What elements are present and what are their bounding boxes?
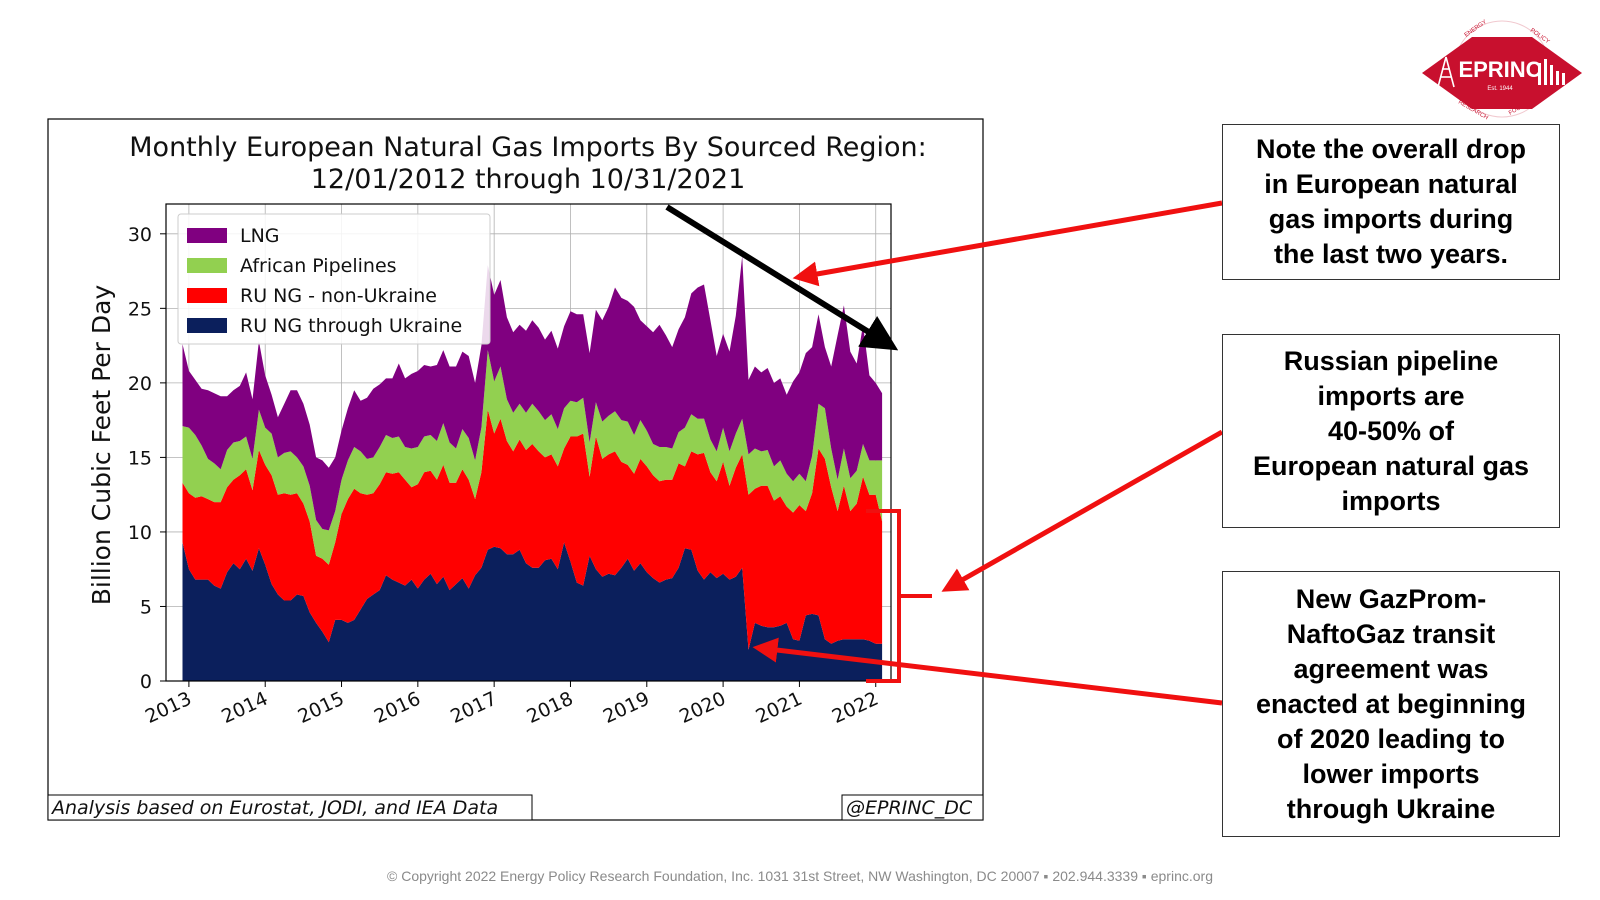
y-tick-label: 0 bbox=[140, 671, 152, 693]
note-line: of 2020 leading to bbox=[1276, 723, 1506, 754]
note-line: 40-50% of bbox=[1327, 415, 1455, 446]
legend-swatch bbox=[187, 258, 227, 273]
note-line: the last two years. bbox=[1273, 239, 1509, 269]
y-axis-label: Billion Cubic Feet Per Day bbox=[87, 285, 116, 606]
legend-label: LNG bbox=[240, 225, 280, 247]
logo-est: Est. 1944 bbox=[1487, 86, 1513, 92]
handle-box bbox=[841, 794, 984, 821]
area-lng bbox=[182, 256, 883, 531]
transit-agreement-arrow bbox=[752, 637, 1223, 706]
note-line: enacted at beginning bbox=[1255, 688, 1527, 719]
eprinc-logo: ENERGY POLICY RESEARCH FOUNDATION INC. E… bbox=[1422, 19, 1582, 121]
legend-swatch bbox=[187, 228, 227, 243]
note-line: imports bbox=[1341, 485, 1441, 516]
y-tick-label: 25 bbox=[128, 298, 152, 320]
note-line: European natural gas bbox=[1252, 450, 1530, 481]
area-ru-ng-through-ukraine bbox=[182, 542, 883, 681]
note-line: in European natural bbox=[1264, 169, 1518, 199]
note-transit-agreement: New GazProm- NaftoGaz transit agreement … bbox=[1222, 571, 1560, 837]
y-tick-label: 15 bbox=[128, 447, 152, 469]
legend-label: African Pipelines bbox=[240, 255, 397, 277]
note-line: imports are bbox=[1317, 380, 1465, 411]
y-tick-label: 5 bbox=[140, 596, 152, 618]
logo-diamond bbox=[1422, 37, 1582, 109]
note-line: gas imports during bbox=[1268, 204, 1514, 234]
note-line: Russian pipeline bbox=[1283, 345, 1499, 376]
legend-label: RU NG through Ukraine bbox=[240, 315, 462, 337]
logo-wordmark: EPRINC bbox=[1458, 57, 1541, 82]
chart-title-line-2: 12/01/2012 through 10/31/2021 bbox=[311, 164, 746, 195]
source-note-box bbox=[47, 794, 533, 821]
note-line: through Ukraine bbox=[1286, 793, 1496, 824]
area-ru-ng-non-ukraine bbox=[182, 409, 883, 650]
russian-share-arrow bbox=[941, 429, 1224, 592]
y-tick-label: 30 bbox=[128, 224, 152, 246]
note-line: agreement was bbox=[1293, 653, 1489, 684]
y-tick-label: 20 bbox=[128, 373, 152, 395]
copyright-footer: © Copyright 2022 Energy Policy Research … bbox=[387, 868, 1213, 884]
note-russian-share: Russian pipeline imports are 40-50% of E… bbox=[1222, 334, 1560, 528]
stacked-areas bbox=[182, 256, 883, 681]
refinery-icon bbox=[1538, 59, 1565, 85]
overall-drop-arrow bbox=[792, 200, 1223, 287]
chart-handle: @EPRINC_DC bbox=[846, 797, 973, 819]
chart-legend: LNG African Pipelines RU NG - non-Ukraine R… bbox=[177, 213, 491, 345]
note-overall-drop: Note the overall drop in European natura… bbox=[1222, 124, 1560, 280]
oil-derrick-icon bbox=[1437, 56, 1455, 88]
annotations bbox=[665, 200, 1224, 706]
trend-arrow bbox=[665, 204, 899, 351]
note-line: Note the overall drop bbox=[1255, 134, 1527, 164]
legend-swatch bbox=[187, 318, 227, 333]
gas-imports-chart: Monthly European Natural Gas Imports By … bbox=[47, 118, 984, 821]
y-tick-label: 10 bbox=[128, 522, 152, 544]
chart-title-line-1: Monthly European Natural Gas Imports By … bbox=[129, 132, 927, 163]
y-axis-ticks: 0 5 10 15 20 25 30 bbox=[128, 224, 166, 693]
note-line: New GazProm- bbox=[1295, 583, 1487, 614]
note-line: NaftoGaz transit bbox=[1286, 618, 1496, 649]
legend-label: RU NG - non-Ukraine bbox=[240, 285, 437, 307]
legend-swatch bbox=[187, 288, 227, 303]
source-note: Analysis based on Eurostat, JODI, and IE… bbox=[50, 797, 498, 819]
plot-area-border bbox=[165, 203, 892, 682]
legend-box bbox=[177, 213, 491, 345]
note-line: lower imports bbox=[1302, 758, 1480, 789]
